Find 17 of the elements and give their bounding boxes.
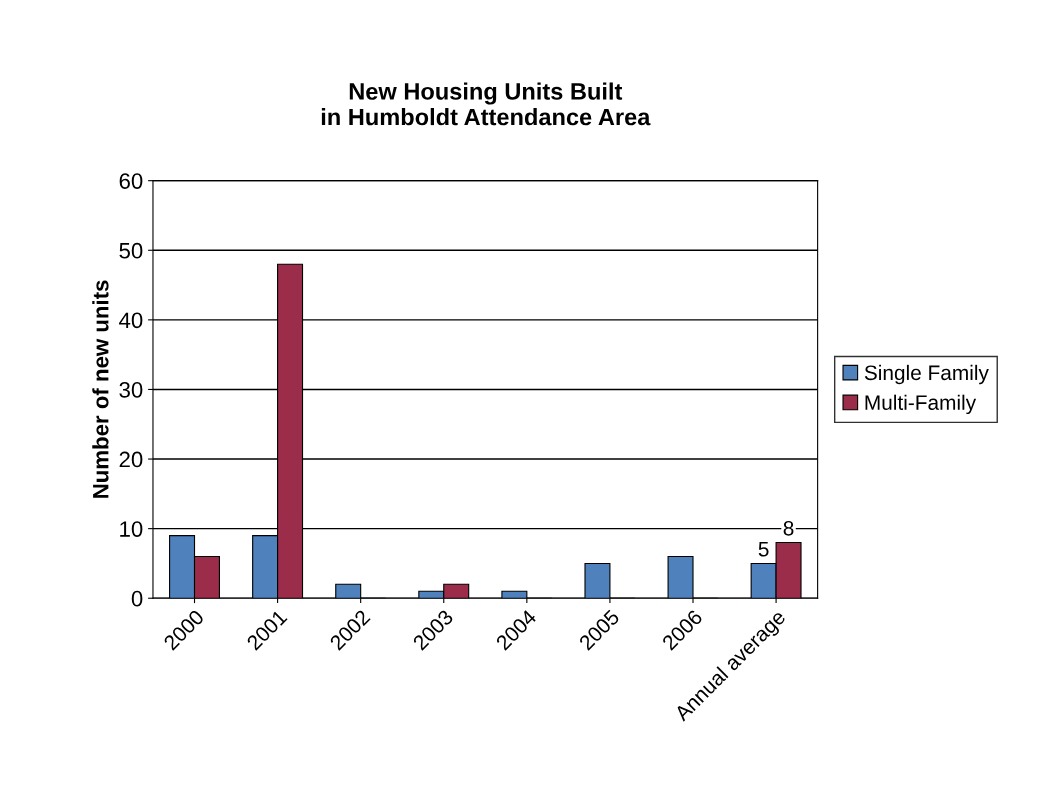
y-tick-label: 40 bbox=[119, 312, 143, 329]
y-tick-label: 50 bbox=[119, 242, 143, 259]
bar bbox=[501, 590, 528, 599]
bar bbox=[667, 555, 694, 599]
chart-title: New Housing Units Built in Humboldt Attendance Area bbox=[321, 82, 651, 126]
bar bbox=[335, 583, 362, 599]
y-tick-label: 60 bbox=[119, 173, 143, 189]
bar bbox=[584, 562, 611, 599]
legend-label: Single Family bbox=[864, 364, 989, 385]
y-tick-label: 20 bbox=[119, 451, 143, 468]
data-label: 5 bbox=[758, 542, 769, 557]
y-tick-label: 30 bbox=[119, 381, 143, 398]
legend-label: Multi-Family bbox=[865, 394, 977, 415]
y-axis-title: Number of new units bbox=[92, 280, 109, 498]
data-label: 8 bbox=[783, 520, 794, 536]
y-tick-label: 10 bbox=[120, 521, 143, 537]
y-tick-label: 0 bbox=[131, 590, 143, 607]
